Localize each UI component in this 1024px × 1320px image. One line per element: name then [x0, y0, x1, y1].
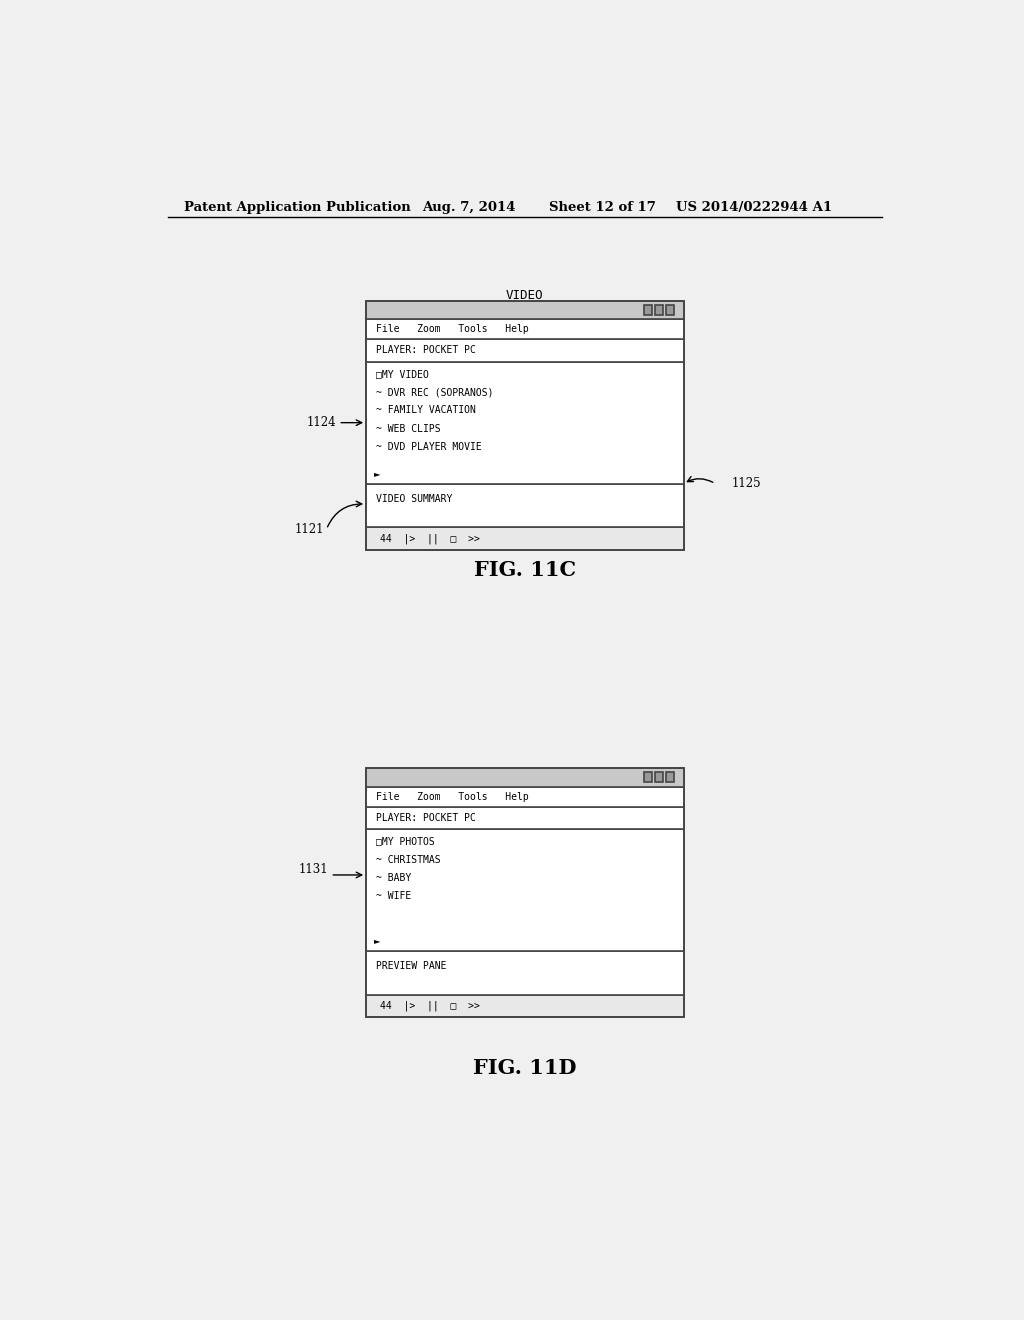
Bar	[367, 952, 684, 995]
Text: VIDEO SUMMARY: VIDEO SUMMARY	[376, 494, 452, 504]
Text: ►: ►	[374, 936, 381, 945]
Text: ~ DVR REC (SOPRANOS): ~ DVR REC (SOPRANOS)	[376, 387, 494, 397]
Bar	[367, 339, 684, 362]
Bar	[367, 319, 684, 339]
Bar	[666, 305, 674, 315]
Text: PREVIEW PANE: PREVIEW PANE	[376, 961, 446, 972]
Text: FIG. 11C: FIG. 11C	[474, 560, 575, 579]
Bar	[367, 362, 684, 483]
Bar	[655, 772, 663, 783]
Text: 1124: 1124	[306, 416, 336, 429]
Bar	[367, 787, 684, 807]
Text: ~ WIFE: ~ WIFE	[376, 891, 411, 902]
Text: Patent Application Publication: Patent Application Publication	[183, 201, 411, 214]
Text: FIG. 11D: FIG. 11D	[473, 1059, 577, 1078]
Text: □MY VIDEO: □MY VIDEO	[376, 368, 428, 379]
Text: PLAYER: POCKET PC: PLAYER: POCKET PC	[376, 346, 475, 355]
Bar	[367, 829, 684, 952]
Text: ~ DVD PLAYER MOVIE: ~ DVD PLAYER MOVIE	[376, 442, 481, 451]
Text: ~ FAMILY VACATION: ~ FAMILY VACATION	[376, 405, 475, 416]
Bar	[367, 301, 684, 319]
Text: 44  |>  ||  □  >>: 44 |> || □ >>	[380, 533, 480, 544]
Text: PLAYER: POCKET PC: PLAYER: POCKET PC	[376, 813, 475, 824]
Bar	[367, 483, 684, 528]
Text: □MY PHOTOS: □MY PHOTOS	[376, 837, 434, 846]
Bar	[655, 305, 663, 315]
Bar	[644, 772, 651, 783]
Bar	[367, 995, 684, 1018]
Text: ►: ►	[374, 469, 381, 478]
Text: Sheet 12 of 17: Sheet 12 of 17	[549, 201, 655, 214]
Bar	[367, 768, 684, 787]
Text: US 2014/0222944 A1: US 2014/0222944 A1	[676, 201, 831, 214]
Bar	[367, 301, 684, 549]
Bar	[367, 807, 684, 829]
Bar	[367, 768, 684, 1018]
Bar	[644, 305, 651, 315]
Text: 1125: 1125	[731, 477, 761, 490]
Bar	[367, 528, 684, 549]
Bar	[666, 772, 674, 783]
Text: ~ CHRISTMAS: ~ CHRISTMAS	[376, 855, 440, 865]
Text: 1121: 1121	[295, 523, 325, 536]
Text: File   Zoom   Tools   Help: File Zoom Tools Help	[376, 792, 528, 801]
Text: File   Zoom   Tools   Help: File Zoom Tools Help	[376, 325, 528, 334]
Text: ~ BABY: ~ BABY	[376, 873, 411, 883]
Text: ~ WEB CLIPS: ~ WEB CLIPS	[376, 424, 440, 434]
Text: 44  |>  ||  □  >>: 44 |> || □ >>	[380, 1001, 480, 1011]
Text: VIDEO: VIDEO	[506, 289, 544, 302]
Text: 1131: 1131	[299, 863, 329, 876]
Text: Aug. 7, 2014: Aug. 7, 2014	[422, 201, 515, 214]
